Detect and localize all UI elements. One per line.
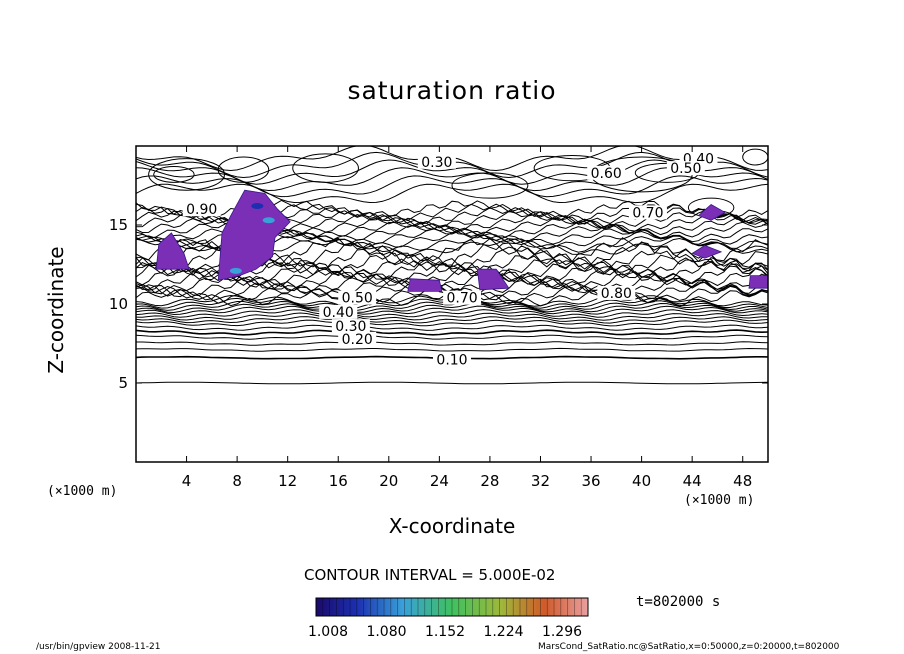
x-tick-label: 8 <box>232 472 242 490</box>
footer-source: MarsCond_SatRatio.nc@SatRatio,x=0:50000,… <box>538 642 840 652</box>
contour-loop <box>742 148 768 166</box>
contour-label-bg <box>433 352 471 367</box>
contour-label-bg <box>417 154 456 169</box>
contour-line <box>136 305 768 316</box>
contour-label-bg <box>338 331 377 346</box>
contour-label-bg <box>628 205 667 220</box>
contour-line <box>136 309 768 318</box>
shaded-region <box>155 232 190 270</box>
x-tick-label: 40 <box>632 472 651 490</box>
contour-label: 0.30 <box>421 155 452 171</box>
contour-label: 0.90 <box>186 202 217 218</box>
x-axis-ticks: 4 8 12 16 20 24 28 32 36 40 44 48 <box>182 146 752 490</box>
shaded-region <box>697 204 726 221</box>
contour-line <box>136 381 768 385</box>
x-axis-label: X-coordinate <box>388 514 516 538</box>
contour-line <box>136 302 768 314</box>
contour-loop <box>217 156 270 183</box>
contour-label: 0.50 <box>670 161 701 177</box>
y-tick-label: 5 <box>118 374 128 392</box>
contour-line <box>136 264 768 289</box>
x-tick-label: 4 <box>182 472 192 490</box>
contour-loop <box>292 153 359 183</box>
contour-line <box>136 341 768 346</box>
contour-loop <box>148 158 225 191</box>
x-tick-label: 16 <box>329 472 348 490</box>
contour-label-bg <box>182 202 221 217</box>
contour-line <box>136 334 768 340</box>
contour-label: 0.30 <box>335 319 366 335</box>
y-tick-label: 10 <box>109 295 128 313</box>
contour-line <box>136 324 768 331</box>
contour-label: 0.70 <box>632 205 663 221</box>
x-tick-label: 24 <box>430 472 449 490</box>
contour-label-bg <box>666 161 705 176</box>
contour-line <box>136 261 768 286</box>
shaded-region <box>217 189 291 281</box>
colorbar-label: 1.224 <box>483 624 523 640</box>
contour-line <box>136 312 768 321</box>
contour-interval-label: CONTOUR INTERVAL = 5.000E-02 <box>304 566 556 584</box>
contour-line <box>136 329 768 336</box>
footer-command: /usr/bin/gpview 2008-11-21 <box>36 642 161 652</box>
contour-line <box>136 347 768 352</box>
contour-line <box>136 316 768 324</box>
x-tick-label: 20 <box>379 472 398 490</box>
colorbar-label: 1.080 <box>366 624 406 640</box>
x-tick-label: 44 <box>683 472 702 490</box>
contour-line <box>136 183 768 204</box>
contour-line <box>136 159 768 185</box>
contour-label-bg <box>338 290 377 305</box>
contour-line <box>136 319 768 327</box>
x-unit-label-left: (×1000 m) <box>47 484 118 499</box>
contour-label: 0.20 <box>342 332 373 348</box>
y-axis-ticks: 5 10 15 <box>109 216 768 392</box>
contour-label-bg <box>597 285 636 300</box>
x-tick-label: 32 <box>531 472 550 490</box>
shaded-region <box>748 275 768 289</box>
shaded-regions <box>155 189 768 292</box>
x-unit-label-right: (×1000 m) <box>684 493 755 508</box>
contour-label: 0.40 <box>323 305 354 321</box>
contour-loop <box>153 166 195 183</box>
contour-label-bg <box>587 165 626 180</box>
contour-label: 0.70 <box>447 291 478 307</box>
colorbar-label: 1.296 <box>542 624 582 640</box>
contour-line <box>136 280 768 301</box>
colorbar-label: 1.008 <box>308 624 348 640</box>
contour-label-bg <box>443 290 482 305</box>
colorbar: 1.008 1.080 1.152 1.224 1.296 <box>308 597 589 640</box>
x-tick-label: 12 <box>278 472 297 490</box>
contour-label: 0.80 <box>601 286 632 302</box>
contour-label-bg <box>331 319 370 334</box>
shaded-region <box>476 268 510 291</box>
y-tick-label: 15 <box>109 216 128 234</box>
x-tick-label: 28 <box>480 472 499 490</box>
shaded-highlight <box>229 267 242 274</box>
contour-labels: 0.100.200.300.400.50 0.70 0.800.900.30 0.40… <box>182 151 718 368</box>
x-tick-label: 48 <box>733 472 752 490</box>
chart-title: saturation ratio <box>347 76 557 105</box>
shaded-region <box>691 245 723 259</box>
contour-loop <box>451 172 529 199</box>
x-tick-label: 36 <box>581 472 600 490</box>
time-label: t=802000 s <box>636 594 721 610</box>
colorbar-label: 1.152 <box>425 624 465 640</box>
shaded-highlight <box>262 217 275 224</box>
shaded-region <box>407 278 443 292</box>
contour-label: 0.60 <box>591 166 622 182</box>
shaded-highlight <box>251 203 264 210</box>
contour-label: 0.10 <box>436 352 467 368</box>
contour-label: 0.50 <box>342 291 373 307</box>
contour-label-bg <box>319 304 358 319</box>
